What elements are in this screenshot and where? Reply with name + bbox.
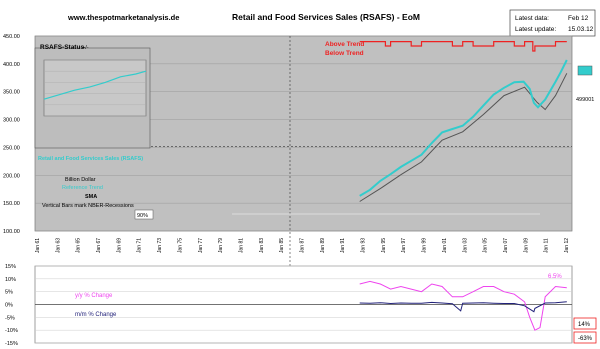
latest-update-label: Latest update: bbox=[515, 26, 556, 33]
legend-main-title: RSAFS-Status bbox=[40, 44, 84, 51]
main-x-tick-label: Jan 97 bbox=[401, 238, 407, 253]
side-box-2-value: -63% bbox=[578, 336, 593, 342]
pct-box-value: 90% bbox=[137, 213, 148, 219]
latest-date-label: Latest data: bbox=[515, 15, 549, 22]
status-series-line bbox=[359, 40, 567, 52]
main-x-tick-label: Jan 85 bbox=[279, 238, 285, 253]
main-x-tick-label: Jan 69 bbox=[116, 238, 122, 253]
main-x-tick-label: Jan 12 bbox=[564, 238, 570, 253]
main-x-tick-label: Jan 99 bbox=[422, 238, 428, 253]
main-x-tick-label: Jan 87 bbox=[300, 238, 306, 253]
main-y-tick-label: 350.00 bbox=[3, 90, 20, 96]
main-x-tick-labels: Jan 61 Jan 63 Jan 65 Jan 67 Jan 69 Jan 71 Jan … bbox=[35, 238, 570, 253]
inset-plot bbox=[43, 59, 147, 117]
main-x-tick-label: Jan 79 bbox=[218, 238, 224, 253]
inset-gridlines bbox=[44, 59, 146, 117]
main-x-tick-label: Jan 01 bbox=[442, 238, 448, 253]
change-y-tick-label: 0% bbox=[5, 303, 13, 309]
main-x-tick-label: Jan 73 bbox=[157, 238, 163, 253]
main-y-tick-label: 100.00 bbox=[3, 229, 20, 235]
legend-yy-change: y/y % Change bbox=[75, 293, 113, 299]
main-x-tick-label: Jan 67 bbox=[96, 238, 102, 253]
legend-unit: Billion Dollar bbox=[65, 177, 96, 183]
main-x-tick-label: Jan 63 bbox=[55, 238, 61, 253]
legend-recessions: Vertical Bars mark NBER-Recessions bbox=[42, 203, 134, 209]
main-x-tick-label: Jan 83 bbox=[259, 238, 265, 253]
change-y-tick-label: 10% bbox=[5, 277, 16, 283]
main-x-tick-label: Jan 05 bbox=[483, 238, 489, 253]
legend-series-name: Retail and Food Services Sales (RSAFS) bbox=[38, 156, 143, 162]
change-y-tick-label: -10% bbox=[5, 328, 18, 334]
legend-mm-change: m/m % Change bbox=[75, 312, 117, 318]
main-x-tick-label: Jan 81 bbox=[238, 238, 244, 253]
side-box-1 bbox=[573, 317, 597, 330]
rsafs-series-line bbox=[359, 59, 568, 197]
legend-below-trend: Below Trend bbox=[325, 50, 364, 57]
latest-date-value: Feb 12 bbox=[568, 15, 589, 22]
main-x-tick-label: Jan 93 bbox=[361, 238, 367, 253]
main-x-tick-label: Jan 91 bbox=[340, 238, 346, 253]
main-y-tick-label: 250.00 bbox=[3, 145, 20, 151]
main-x-tick-label: Jan 75 bbox=[177, 238, 183, 253]
right-value-label: 499001 bbox=[576, 97, 594, 103]
change-gridlines bbox=[35, 265, 572, 344]
inset-series-line bbox=[43, 70, 147, 100]
main-x-tick-label: Jan 61 bbox=[35, 238, 41, 253]
main-y-tick-label: 450.00 bbox=[3, 34, 20, 40]
chart-title: Retail and Food Services Sales (RSAFS) -… bbox=[232, 12, 420, 22]
latest-info-box bbox=[509, 9, 596, 37]
legend-ref-trend: Reference Trend bbox=[62, 185, 103, 191]
reference-trend-line bbox=[359, 73, 568, 202]
main-x-tick-label: Jan 03 bbox=[462, 238, 468, 253]
change-y-tick-label: -15% bbox=[5, 341, 18, 347]
change-y-tick-label: -5% bbox=[5, 315, 15, 321]
main-x-tick-label: Jan 65 bbox=[76, 238, 82, 253]
legend-main-title-suffix: +/- bbox=[82, 45, 89, 51]
main-x-tick-label: Jan 89 bbox=[320, 238, 326, 253]
main-x-tick-label: Jan 77 bbox=[198, 238, 204, 253]
side-box-1-value: 14% bbox=[578, 322, 591, 328]
mm-change-line bbox=[359, 301, 567, 313]
main-y-tick-labels: 100.00 150.00 200.00 250.00 300.00 350.00 400.… bbox=[3, 34, 20, 235]
yy-latest-label: 6.5% bbox=[548, 274, 562, 280]
main-x-tick-label: Jan 09 bbox=[523, 238, 529, 253]
legend-sma: SMA bbox=[85, 194, 97, 200]
right-highlight-box bbox=[577, 65, 593, 76]
side-box-2 bbox=[573, 331, 597, 344]
change-y-tick-label: 5% bbox=[5, 290, 13, 296]
main-y-tick-label: 200.00 bbox=[3, 173, 20, 179]
change-y-tick-labels: 15% 10% 5% 0% -5% -10% -15% bbox=[5, 264, 18, 347]
pct-box bbox=[134, 209, 154, 220]
main-y-tick-label: 300.00 bbox=[3, 118, 20, 124]
main-y-tick-label: 400.00 bbox=[3, 62, 20, 68]
main-x-tick-label: Jan 11 bbox=[544, 238, 550, 253]
yy-change-line bbox=[359, 280, 567, 331]
website-label: www.thespotmarketanalysis.de bbox=[67, 13, 179, 22]
main-x-tick-label: Jan 95 bbox=[381, 238, 387, 253]
latest-update-value: 15.03.12 bbox=[568, 26, 594, 33]
main-x-tick-label: Jan 71 bbox=[137, 238, 143, 253]
change-y-tick-label: 15% bbox=[5, 264, 16, 270]
legend-above-trend: Above Trend bbox=[325, 41, 364, 48]
main-y-tick-label: 150.00 bbox=[3, 201, 20, 207]
main-x-tick-label: Jan 07 bbox=[503, 238, 509, 253]
